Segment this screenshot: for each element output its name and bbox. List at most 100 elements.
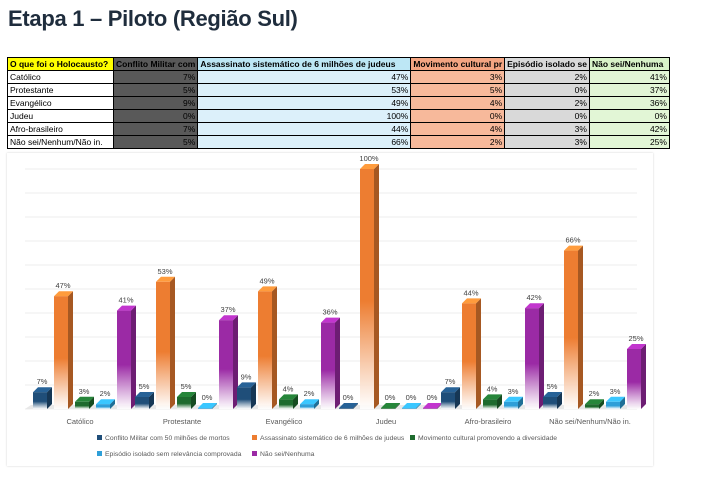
bar	[177, 397, 191, 409]
bar-top	[585, 399, 604, 405]
bar-chart: 7% 47% 3% 2% 41% Católico 5% 53% 5% 0% 37% Protesta…	[25, 154, 646, 458]
bar-side	[314, 399, 319, 409]
bar-side	[353, 403, 358, 409]
bar-top	[627, 344, 646, 349]
data-label: 0%	[343, 393, 354, 402]
bar-side	[395, 403, 400, 409]
bar	[237, 387, 251, 409]
bar-side	[455, 387, 460, 409]
bar	[75, 401, 89, 409]
row-label: Católico	[7, 70, 114, 84]
table-cell: 42%	[588, 122, 670, 136]
row-label: Evangélico	[7, 96, 114, 110]
data-label: 4%	[487, 384, 498, 393]
bar	[300, 404, 314, 409]
bar-side	[47, 387, 52, 409]
bar-side	[620, 396, 625, 409]
data-label: 66%	[565, 236, 580, 245]
data-label: 42%	[526, 293, 541, 302]
table-cell: 7%	[112, 70, 199, 84]
table-cell: 0%	[588, 109, 670, 123]
bar-top	[135, 392, 154, 397]
bar-top	[117, 305, 136, 311]
bar-side	[131, 305, 136, 409]
bar-top	[606, 396, 625, 402]
data-label: 41%	[118, 296, 133, 305]
bar	[54, 296, 68, 409]
bar-side	[374, 164, 379, 409]
bar-top	[462, 298, 481, 304]
category-label: Protestante	[163, 417, 201, 426]
table-cell: 7%	[112, 122, 199, 136]
bar	[402, 408, 416, 409]
bar-side	[110, 399, 115, 409]
bar	[198, 408, 212, 409]
table-header-cell: Movimento cultural pr	[410, 57, 506, 71]
legend-label: Assassinato sistemático de 6 milhões de …	[260, 435, 405, 442]
legend-swatch	[97, 435, 102, 440]
bar-side	[641, 344, 646, 409]
bar-top	[219, 315, 238, 321]
bar	[321, 322, 335, 409]
bar-side	[437, 403, 442, 409]
data-label: 7%	[445, 377, 456, 386]
table-row: Católico 7% 47% 3% 2% 41%	[7, 70, 670, 84]
table-cell: 5%	[410, 83, 506, 97]
table-row: Não sei/Nenhum/Não in. 5% 66% 2% 3% 25%	[7, 135, 670, 149]
table-cell: 2%	[504, 70, 590, 84]
data-label: 53%	[157, 267, 172, 276]
bar-top	[321, 317, 340, 323]
bar-side	[251, 382, 256, 409]
table-cell: 2%	[504, 96, 590, 110]
table-cell: 44%	[197, 122, 412, 136]
table-cell: 53%	[197, 83, 412, 97]
table-cell: 0%	[410, 109, 506, 123]
legend-label: Episódio isolado sem relevância comprova…	[105, 451, 242, 458]
table-cell: 3%	[504, 122, 590, 136]
table-cell: 2%	[410, 135, 506, 149]
bar-top	[441, 387, 460, 393]
table-cell: 25%	[588, 135, 670, 149]
bar-top	[504, 396, 523, 402]
bar-top	[96, 399, 115, 405]
table-cell: 5%	[112, 135, 199, 149]
legend-swatch	[97, 451, 102, 456]
data-label: 3%	[610, 387, 621, 396]
bar-side	[68, 291, 73, 409]
bar-side	[272, 286, 277, 409]
bar	[258, 291, 272, 409]
table-cell: 37%	[588, 83, 670, 97]
bar	[543, 397, 557, 409]
data-label: 25%	[628, 334, 643, 343]
bar-top	[543, 392, 562, 397]
bar	[96, 404, 110, 409]
data-table: O que foi o Holocausto? Conflito Militar…	[7, 57, 670, 149]
bar	[462, 303, 476, 409]
table-cell: 41%	[588, 70, 670, 84]
data-label: 49%	[259, 276, 274, 285]
table-row: Protestante 5% 53% 5% 0% 37%	[7, 83, 670, 97]
legend-label: Não sei/Nenhuma	[260, 451, 315, 458]
bar-top	[483, 394, 502, 400]
bar-side	[476, 298, 481, 409]
table-cell: 4%	[410, 96, 506, 110]
bar-side	[149, 392, 154, 409]
legend-swatch	[252, 451, 257, 456]
bar-side	[170, 276, 175, 409]
table-header-cell: O que foi o Holocausto?	[7, 57, 114, 71]
bar	[135, 397, 149, 409]
bar-side	[191, 392, 196, 409]
bar-top	[177, 392, 196, 397]
bar	[423, 408, 437, 409]
table-cell: 0%	[112, 109, 199, 123]
bar-top	[75, 396, 94, 402]
bar-top	[156, 276, 175, 282]
bar	[219, 320, 233, 409]
bar-top	[237, 382, 256, 388]
bar	[381, 408, 395, 409]
data-label: 2%	[589, 389, 600, 398]
data-label: 0%	[385, 393, 396, 402]
legend-swatch	[252, 435, 257, 440]
data-label: 0%	[406, 393, 417, 402]
data-label: 5%	[139, 382, 150, 391]
